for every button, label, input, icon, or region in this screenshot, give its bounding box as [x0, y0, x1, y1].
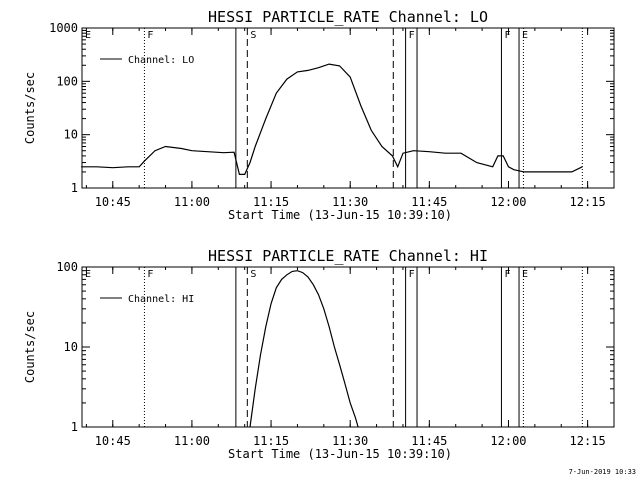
p1-series-line — [81, 63, 583, 175]
p2-x-tick-label: 11:30 — [332, 434, 368, 448]
p1-flag-label: F — [147, 30, 153, 41]
p1-x-tick-label: 10:45 — [95, 195, 131, 209]
p2-flag-label: E — [522, 269, 528, 280]
p2-y-tick-label: 100 — [56, 260, 78, 274]
p1-x-tick-label: 12:15 — [570, 195, 606, 209]
p2-x-axis-label: Start Time (13-Jun-15 10:39:10) — [228, 447, 452, 461]
p2-legend-entry: Channel: HI — [128, 294, 194, 305]
p2-x-tick-label: 10:45 — [95, 434, 131, 448]
p2-flag-label: S — [250, 269, 256, 280]
p2-chart-title: HESSI PARTICLE_RATE Channel: HI — [208, 247, 488, 265]
p2-y-tick-label: 1 — [71, 420, 78, 434]
p2-plot-frame — [81, 266, 615, 428]
p2-flag-label: F — [409, 269, 415, 280]
p1-x-tick-label: 11:15 — [253, 195, 289, 209]
p2-x-tick-label: 11:15 — [253, 434, 289, 448]
p1-flag-label: F — [409, 30, 415, 41]
p1-y-tick-label: 1 — [71, 181, 78, 195]
p2-flag-label: E — [85, 269, 91, 280]
p1-y-tick-label: 100 — [56, 74, 78, 88]
p1-flag-label: F — [504, 30, 510, 41]
p2-flag-label: F — [147, 269, 153, 280]
p1-y-tick-label: 10 — [64, 128, 78, 142]
p2-series-line — [249, 270, 359, 428]
p1-x-tick-label: 11:45 — [411, 195, 447, 209]
p1-x-axis-label: Start Time (13-Jun-15 10:39:10) — [228, 208, 452, 222]
p2-flag-label: F — [504, 269, 510, 280]
p2-x-tick-label: 11:00 — [174, 434, 210, 448]
p2-y-tick-label: 10 — [64, 340, 78, 354]
p1-plot-frame — [81, 27, 615, 189]
p1-legend-entry: Channel: LO — [128, 55, 194, 66]
p1-flag-label: S — [250, 30, 256, 41]
p1-y-axis-label: Counts/sec — [23, 72, 37, 144]
p1-x-tick-label: 11:00 — [174, 195, 210, 209]
p2-x-tick-label: 12:15 — [570, 434, 606, 448]
p1-chart-title: HESSI PARTICLE_RATE Channel: LO — [208, 8, 488, 26]
p1-flag-label: E — [85, 30, 91, 41]
p2-x-tick-label: 11:45 — [411, 434, 447, 448]
p1-flag-label: E — [522, 30, 528, 41]
plot-timestamp: 7-Jun-2019 10:33 — [569, 468, 636, 476]
p1-x-tick-label: 11:30 — [332, 195, 368, 209]
p2-x-tick-label: 12:00 — [490, 434, 526, 448]
p1-x-tick-label: 12:00 — [490, 195, 526, 209]
p2-y-axis-label: Counts/sec — [23, 311, 37, 383]
p1-y-tick-label: 1000 — [49, 21, 78, 35]
